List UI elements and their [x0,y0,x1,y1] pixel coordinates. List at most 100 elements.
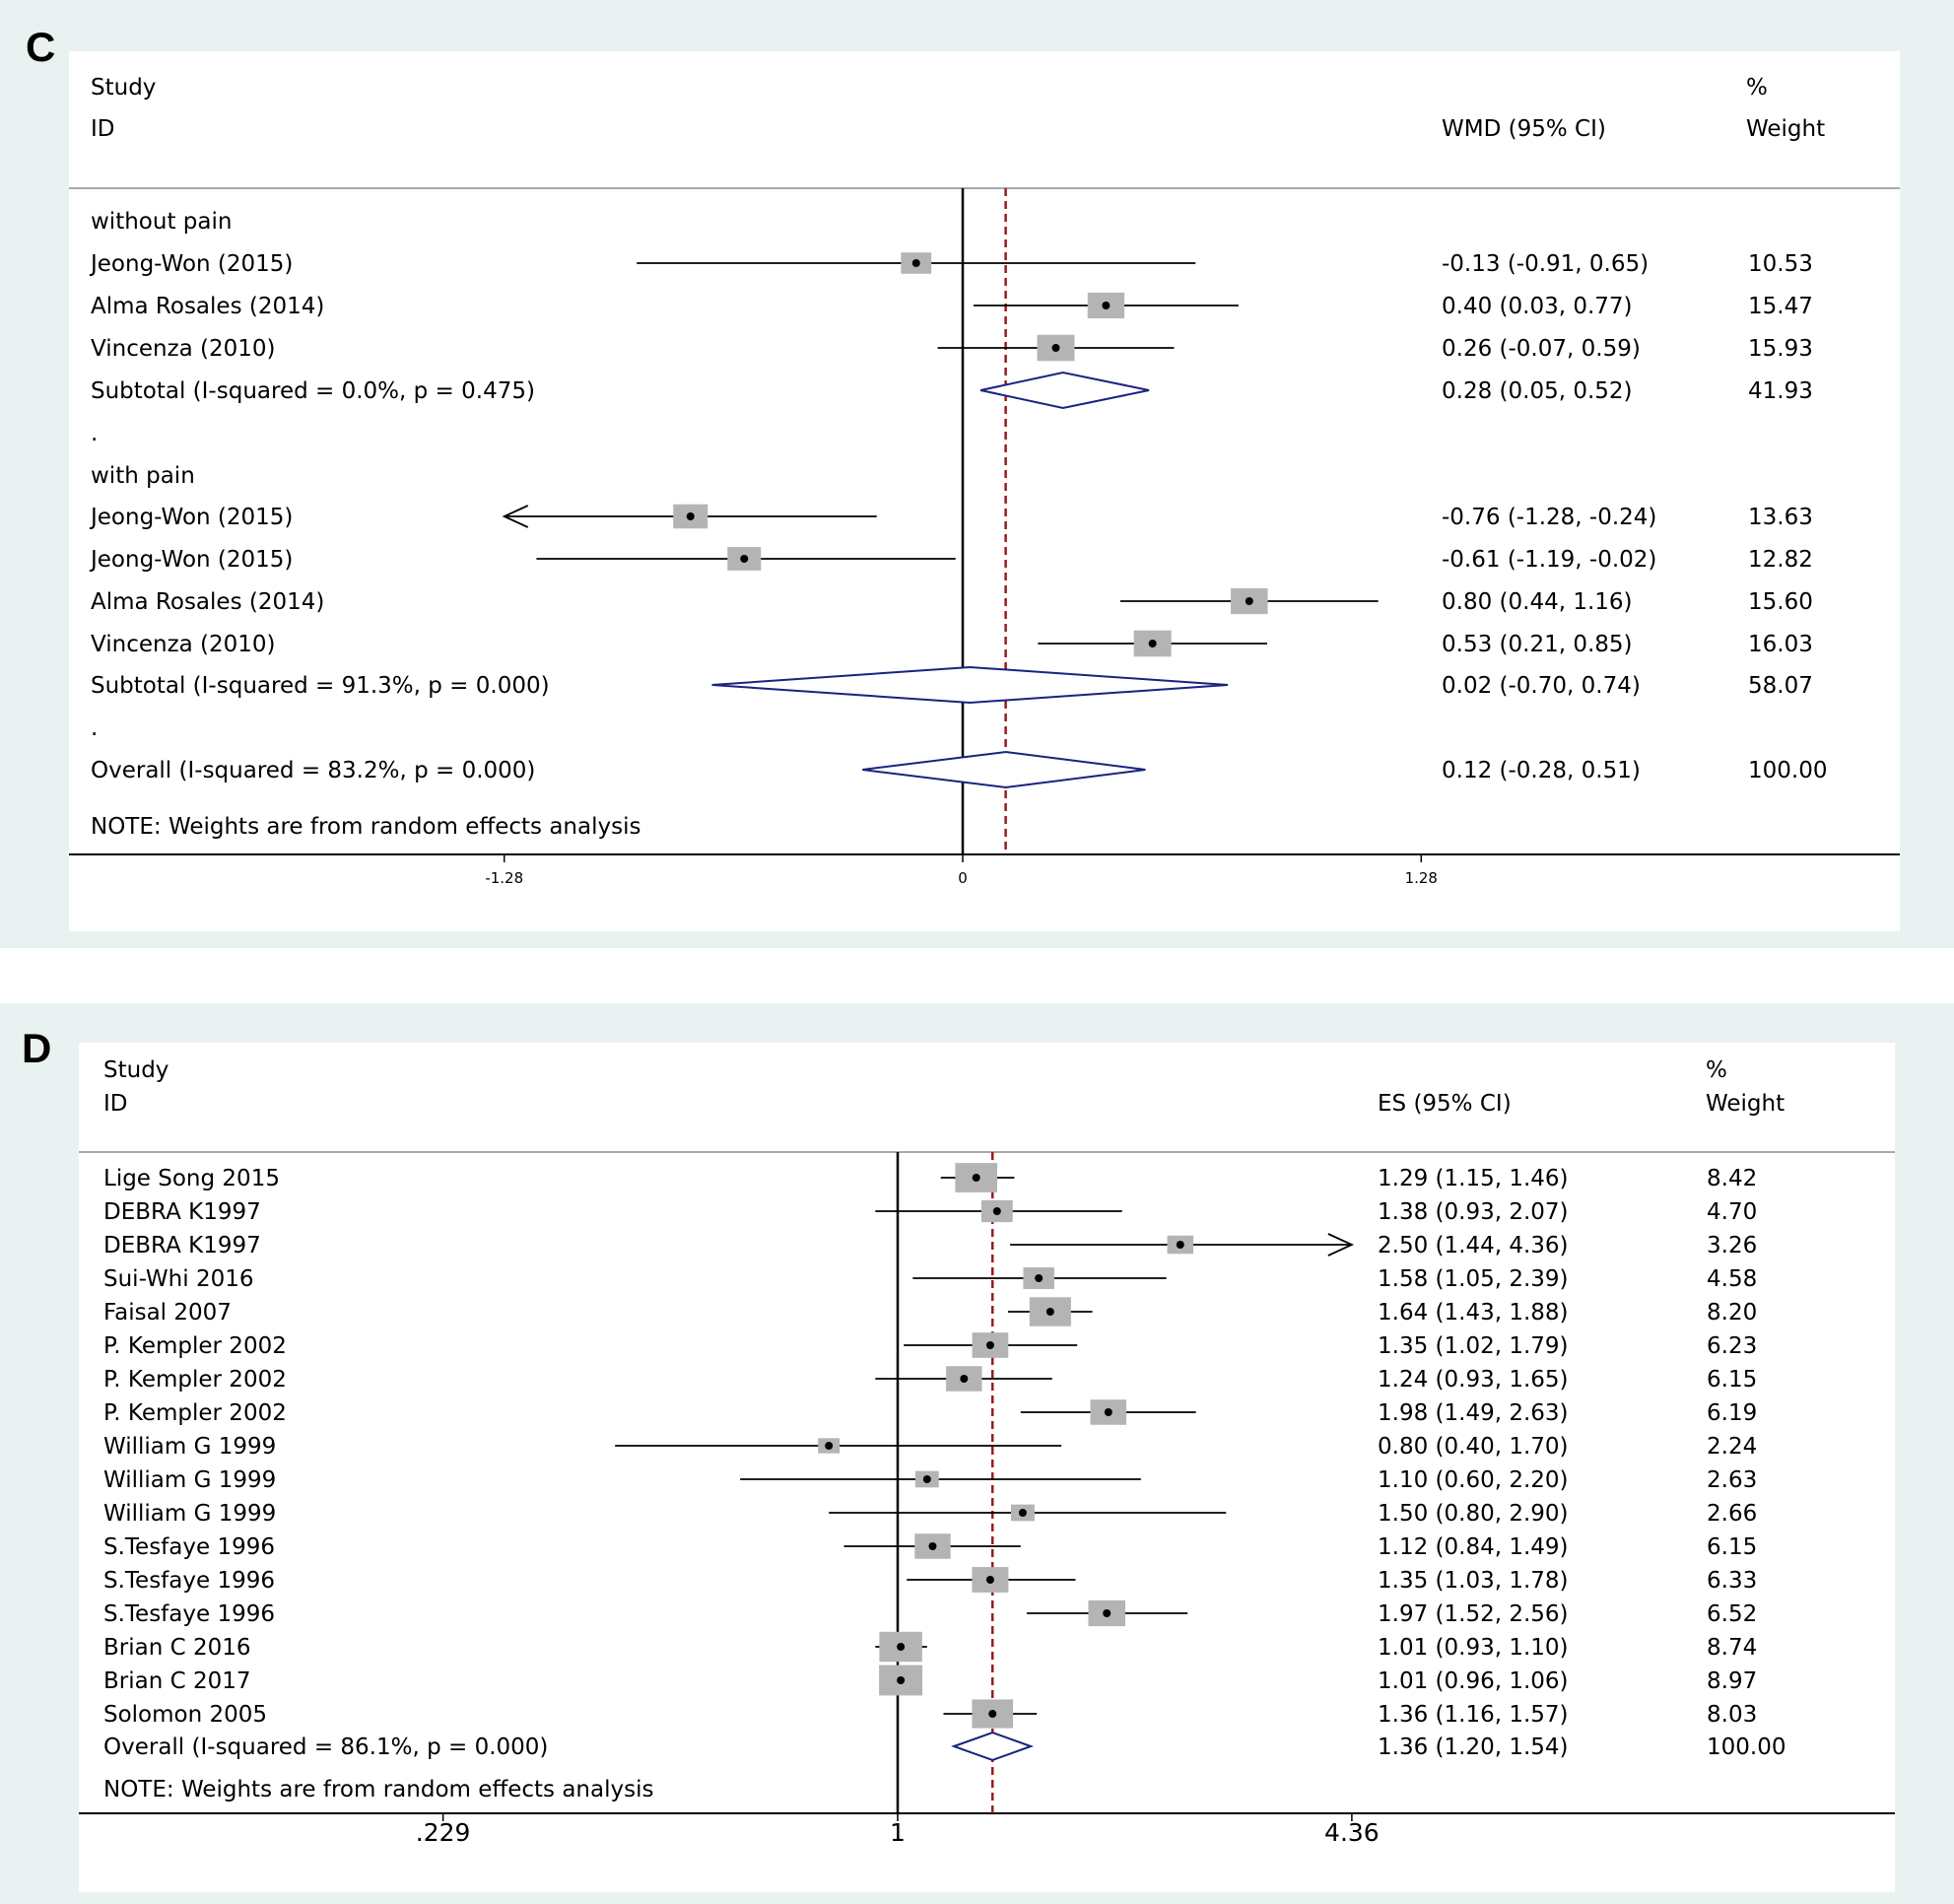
panel-c-x-tick-label: 0 [958,869,968,887]
panel-c-summary-diamond [711,665,1229,705]
panel-d-point-estimate [922,1475,931,1483]
panel-c-note: NOTE: Weights are from random effects an… [91,814,640,840]
panel-d-study-label: Brian C 2016 [103,1635,251,1661]
panel-d-weight-value: 2.66 [1707,1501,1757,1527]
panel-d-weight-value: 6.15 [1707,1534,1757,1560]
panel-d-header-weight: Weight [1706,1091,1785,1117]
panel-d-study-label: P. Kempler 2002 [103,1400,287,1426]
panel-d-weight-value: 6.15 [1707,1367,1757,1393]
panel-d-effect-ci-value: 2.50 (1.44, 4.36) [1378,1233,1569,1258]
panel-d-effect-ci-value: 1.38 (0.93, 2.07) [1378,1199,1569,1225]
panel-c-summary-diamond [979,371,1150,410]
panel-d-effect-ci-value: 1.24 (0.93, 1.65) [1378,1367,1569,1393]
panel-c-study-label: Jeong-Won (2015) [89,251,293,277]
panel-c-summary-diamond [862,750,1146,789]
panel-d-weight-value: 3.26 [1707,1233,1757,1258]
panel-c-point-estimate [1148,640,1157,647]
panel-d-point-estimate [1035,1274,1044,1282]
panel-d-point-estimate [1103,1609,1112,1617]
panel-d-point-estimate [897,1643,906,1651]
panel-c-summary-label: Overall (I-squared = 83.2%, p = 0.000) [91,758,535,783]
panel-d-x-tick-label: .229 [416,1818,471,1847]
panel-c-effect-ci-value: -0.13 (-0.91, 0.65) [1442,251,1649,277]
panel-d-effect-ci-value: 1.50 (0.80, 2.90) [1378,1501,1569,1527]
panel-c-effect-ci-value: 0.53 (0.21, 0.85) [1442,632,1633,657]
panel-c-study-label: Alma Rosales (2014) [91,589,324,615]
panel-d-effect-ci-value: 1.29 (1.15, 1.46) [1378,1166,1569,1191]
panel-c-weight-value: 41.93 [1748,378,1813,404]
panel-c-ci-arrow-left [502,505,529,528]
panel-d-weight-value: 8.74 [1707,1635,1757,1661]
panel-d-x-tick-label: 4.36 [1324,1818,1380,1847]
panel-d-point-estimate [960,1375,969,1383]
panel-d-summary-label: Overall (I-squared = 86.1%, p = 0.000) [103,1734,548,1760]
panel-d-point-estimate [992,1207,1001,1215]
panel-d-header-study: Study [103,1057,168,1083]
panel-c-point-estimate [911,259,920,267]
panel-d-point-estimate [985,1576,994,1584]
panel-d-study-label: Sui-Whi 2016 [103,1266,254,1292]
panel-c-weight-value: 12.82 [1748,547,1813,573]
panel-c-study-label: Jeong-Won (2015) [89,505,293,530]
panel-c-header-study: Study [91,75,156,101]
panel-d-weight-value: 8.20 [1707,1300,1757,1326]
panel-d-header-id: ID [103,1091,128,1117]
panel-c-effect-ci-value: -0.76 (-1.28, -0.24) [1442,505,1656,530]
panel-d-study-label: P. Kempler 2002 [103,1333,287,1359]
panel-d-point-estimate [825,1442,834,1450]
panel-c-effect-ci-value: 0.40 (0.03, 0.77) [1442,294,1633,319]
panel-c-header-percent: % [1746,75,1768,101]
panel-d-point-estimate [1018,1509,1027,1517]
panel-d-effect-ci-value: 1.12 (0.84, 1.49) [1378,1534,1569,1560]
panel-c-header-id: ID [91,116,115,142]
panel-c-point-estimate [1102,302,1111,309]
panel-c-point-estimate [1245,597,1253,605]
panel-c-weight-value: 100.00 [1748,758,1827,783]
panel-c-study-label: Alma Rosales (2014) [91,294,324,319]
panel-d-study-label: Solomon 2005 [103,1702,267,1728]
panel-d-effect-ci-value: 1.01 (0.93, 1.10) [1378,1635,1569,1661]
panel-d-study-label: Brian C 2017 [103,1668,251,1694]
panel-d-summary-diamond [951,1731,1035,1762]
panel-c-weight-value: 16.03 [1748,632,1813,657]
panel-d-weight-value: 6.23 [1707,1333,1757,1359]
panel-c-weight-value: 15.93 [1748,336,1813,362]
panel-d-weight-value: 6.52 [1707,1601,1757,1627]
panel-d-point-estimate [972,1174,980,1182]
panel-d-note: NOTE: Weights are from random effects an… [103,1777,653,1802]
panel-d-study-label: William G 1999 [103,1501,276,1527]
panel-d-weight-value: 6.33 [1707,1568,1757,1594]
panel-d-weight-value: 2.24 [1707,1434,1757,1460]
panel-d-study-label: Faisal 2007 [103,1300,232,1326]
panel-d-point-estimate [1045,1308,1054,1316]
panel-c-effect-ci-value: 0.28 (0.05, 0.52) [1442,378,1633,404]
panel-c-weight-value: 58.07 [1748,673,1813,699]
panel-c-weight-value: 15.60 [1748,589,1813,615]
panel-d-effect-ci-value: 1.64 (1.43, 1.88) [1378,1300,1569,1326]
panel-d-effect-ci-value: 1.01 (0.96, 1.06) [1378,1668,1569,1694]
panel-d-point-estimate [985,1341,994,1349]
panel-d-point-estimate [1104,1408,1112,1416]
panel-c-letter: C [26,24,56,70]
panel-c-study-label: Vincenza (2010) [91,336,276,362]
panel-d-weight-value: 2.63 [1707,1467,1757,1493]
panel-d-effect-ci-value: 1.35 (1.02, 1.79) [1378,1333,1569,1359]
panel-c-weight-value: 15.47 [1748,294,1813,319]
panel-d-effect-ci-value: 1.98 (1.49, 2.63) [1378,1400,1569,1426]
panel-c-study-label: Vincenza (2010) [91,632,276,657]
panel-c-point-estimate [1051,344,1060,352]
panel-c-weight-value: 13.63 [1748,505,1813,530]
panel-d-point-estimate [1176,1241,1184,1249]
panel-d-effect-ci-value: 1.36 (1.20, 1.54) [1378,1734,1569,1760]
panel-d-study-label: William G 1999 [103,1467,276,1493]
panel-c-effect-ci-value: -0.61 (-1.19, -0.02) [1442,547,1656,573]
panel-c-spacer-dot: . [91,421,98,446]
panel-d-study-label: P. Kempler 2002 [103,1367,287,1393]
panel-d-effect-ci-value: 1.10 (0.60, 2.20) [1378,1467,1569,1493]
panel-d-header-percent: % [1706,1057,1727,1083]
panel-d-study-label: William G 1999 [103,1434,276,1460]
panel-c-effect-ci-value: 0.26 (-0.07, 0.59) [1442,336,1641,362]
panel-d-effect-ci-value: 1.35 (1.03, 1.78) [1378,1568,1569,1594]
panel-d-point-estimate [897,1676,906,1684]
